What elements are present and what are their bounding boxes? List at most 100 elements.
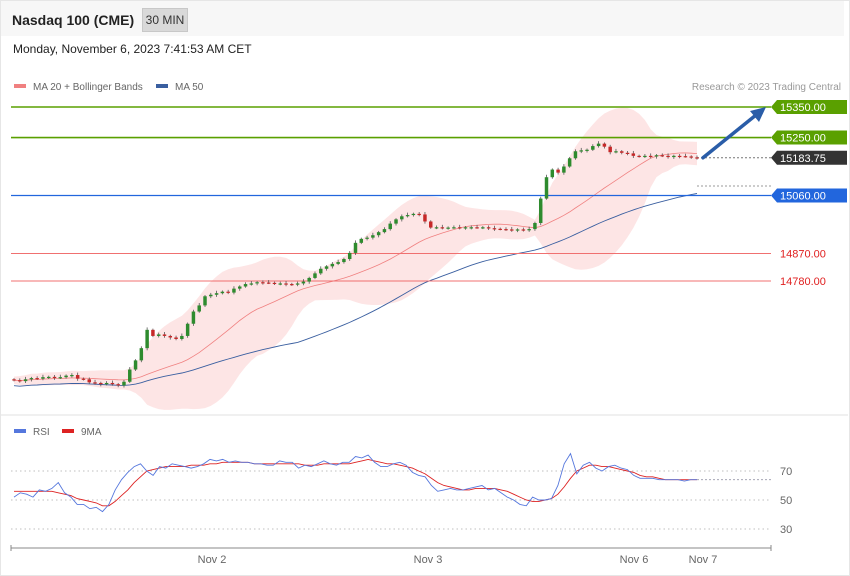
candle-body xyxy=(353,242,358,253)
candle-body xyxy=(556,169,560,173)
legend-label-ma50: MA 50 xyxy=(175,82,204,93)
level-tag xyxy=(771,100,847,114)
candle-body xyxy=(614,151,618,153)
candle-body xyxy=(232,288,236,293)
candle-body xyxy=(585,149,589,151)
candle-body xyxy=(52,376,57,379)
candle-body xyxy=(41,377,45,379)
candle-body xyxy=(75,375,80,379)
candle-body xyxy=(191,311,196,324)
candle-body xyxy=(261,282,265,284)
candle-body xyxy=(608,146,612,153)
rsi-tick-label: 70 xyxy=(780,466,792,478)
candle-body xyxy=(677,155,682,158)
candle-body xyxy=(133,360,138,370)
candle-body xyxy=(99,382,103,385)
candle-body xyxy=(284,283,288,285)
candle-body xyxy=(180,335,184,339)
ma50-line xyxy=(13,193,698,387)
candle-body xyxy=(23,379,28,382)
candle-body xyxy=(203,296,207,306)
candle-body xyxy=(567,158,572,167)
candle-body xyxy=(330,263,335,267)
candle-body xyxy=(562,166,566,173)
instrument-title: Nasdaq 100 (CME) xyxy=(12,12,135,28)
candle-body xyxy=(12,379,16,381)
candle-body xyxy=(272,282,277,285)
level-label: 15350.00 xyxy=(780,102,826,114)
legend-label-ma20: MA 20 + Bollinger Bands xyxy=(33,82,143,93)
chart-datetime: Monday, November 6, 2023 7:41:53 AM CET xyxy=(13,42,252,56)
rsi-ma-line xyxy=(14,458,697,507)
candle-body xyxy=(452,227,456,229)
candle-body xyxy=(382,229,387,233)
rsi-tick-label: 30 xyxy=(780,524,792,536)
timeframe-button[interactable]: 30 MIN xyxy=(142,8,188,32)
candle-body xyxy=(400,216,404,220)
candle-body xyxy=(162,334,167,336)
forecast-arrow xyxy=(701,113,758,160)
candle-body xyxy=(689,156,693,158)
x-tick-label: Nov 6 xyxy=(620,554,649,566)
candle-body xyxy=(81,378,86,380)
level-tag xyxy=(771,188,847,203)
candle-body xyxy=(527,229,531,231)
candle-body xyxy=(58,377,63,379)
candle-body xyxy=(214,293,219,295)
candles xyxy=(12,141,699,388)
candle-body xyxy=(521,229,526,231)
candle-body xyxy=(631,153,636,156)
candle-body xyxy=(104,382,109,385)
candle-body xyxy=(643,155,647,158)
forecast-arrowhead xyxy=(750,107,766,122)
candle-body xyxy=(29,378,34,380)
candle-body xyxy=(625,152,630,154)
candle-body xyxy=(602,143,607,147)
candle-body xyxy=(446,227,450,229)
candle-body xyxy=(573,151,578,159)
candle-body xyxy=(139,348,144,361)
candle-body xyxy=(255,282,259,284)
candle-body xyxy=(591,146,595,150)
candle-body xyxy=(648,155,653,158)
candle-body xyxy=(515,229,520,231)
ma20-line xyxy=(13,152,698,382)
candle-body xyxy=(544,177,549,199)
candle-body xyxy=(243,284,248,287)
candle-body xyxy=(168,335,173,338)
candle-body xyxy=(475,227,479,229)
candle-body xyxy=(174,337,178,339)
candle-body xyxy=(417,213,421,216)
candle-body xyxy=(463,227,468,229)
candle-body xyxy=(538,198,543,223)
candle-body xyxy=(376,232,381,236)
x-tick-label: Nov 3 xyxy=(414,554,443,566)
candle-body xyxy=(672,155,676,158)
candle-body xyxy=(46,376,51,379)
candle-body xyxy=(307,277,311,282)
candle-body xyxy=(481,227,485,229)
candle-body xyxy=(429,221,433,228)
candle-body xyxy=(70,375,74,377)
candle-body xyxy=(301,281,306,284)
candle-body xyxy=(145,329,149,349)
candle-body xyxy=(637,155,641,158)
candle-body xyxy=(226,291,230,293)
candle-body xyxy=(238,286,242,289)
level-label: 15060.00 xyxy=(780,191,826,203)
candle-body xyxy=(151,329,155,336)
x-tick-label: Nov 2 xyxy=(198,554,227,566)
candle-body xyxy=(405,215,410,217)
rsi-tick-label: 50 xyxy=(780,495,792,507)
candle-body xyxy=(290,284,294,286)
candle-body xyxy=(423,214,427,222)
candle-body xyxy=(492,228,497,230)
candle-body xyxy=(394,219,398,224)
candle-body xyxy=(457,227,462,229)
candle-body xyxy=(266,282,271,284)
level-label: 14870.00 xyxy=(780,249,826,261)
candle-body xyxy=(185,323,190,336)
candle-body xyxy=(209,294,213,297)
candle-body xyxy=(249,283,254,285)
